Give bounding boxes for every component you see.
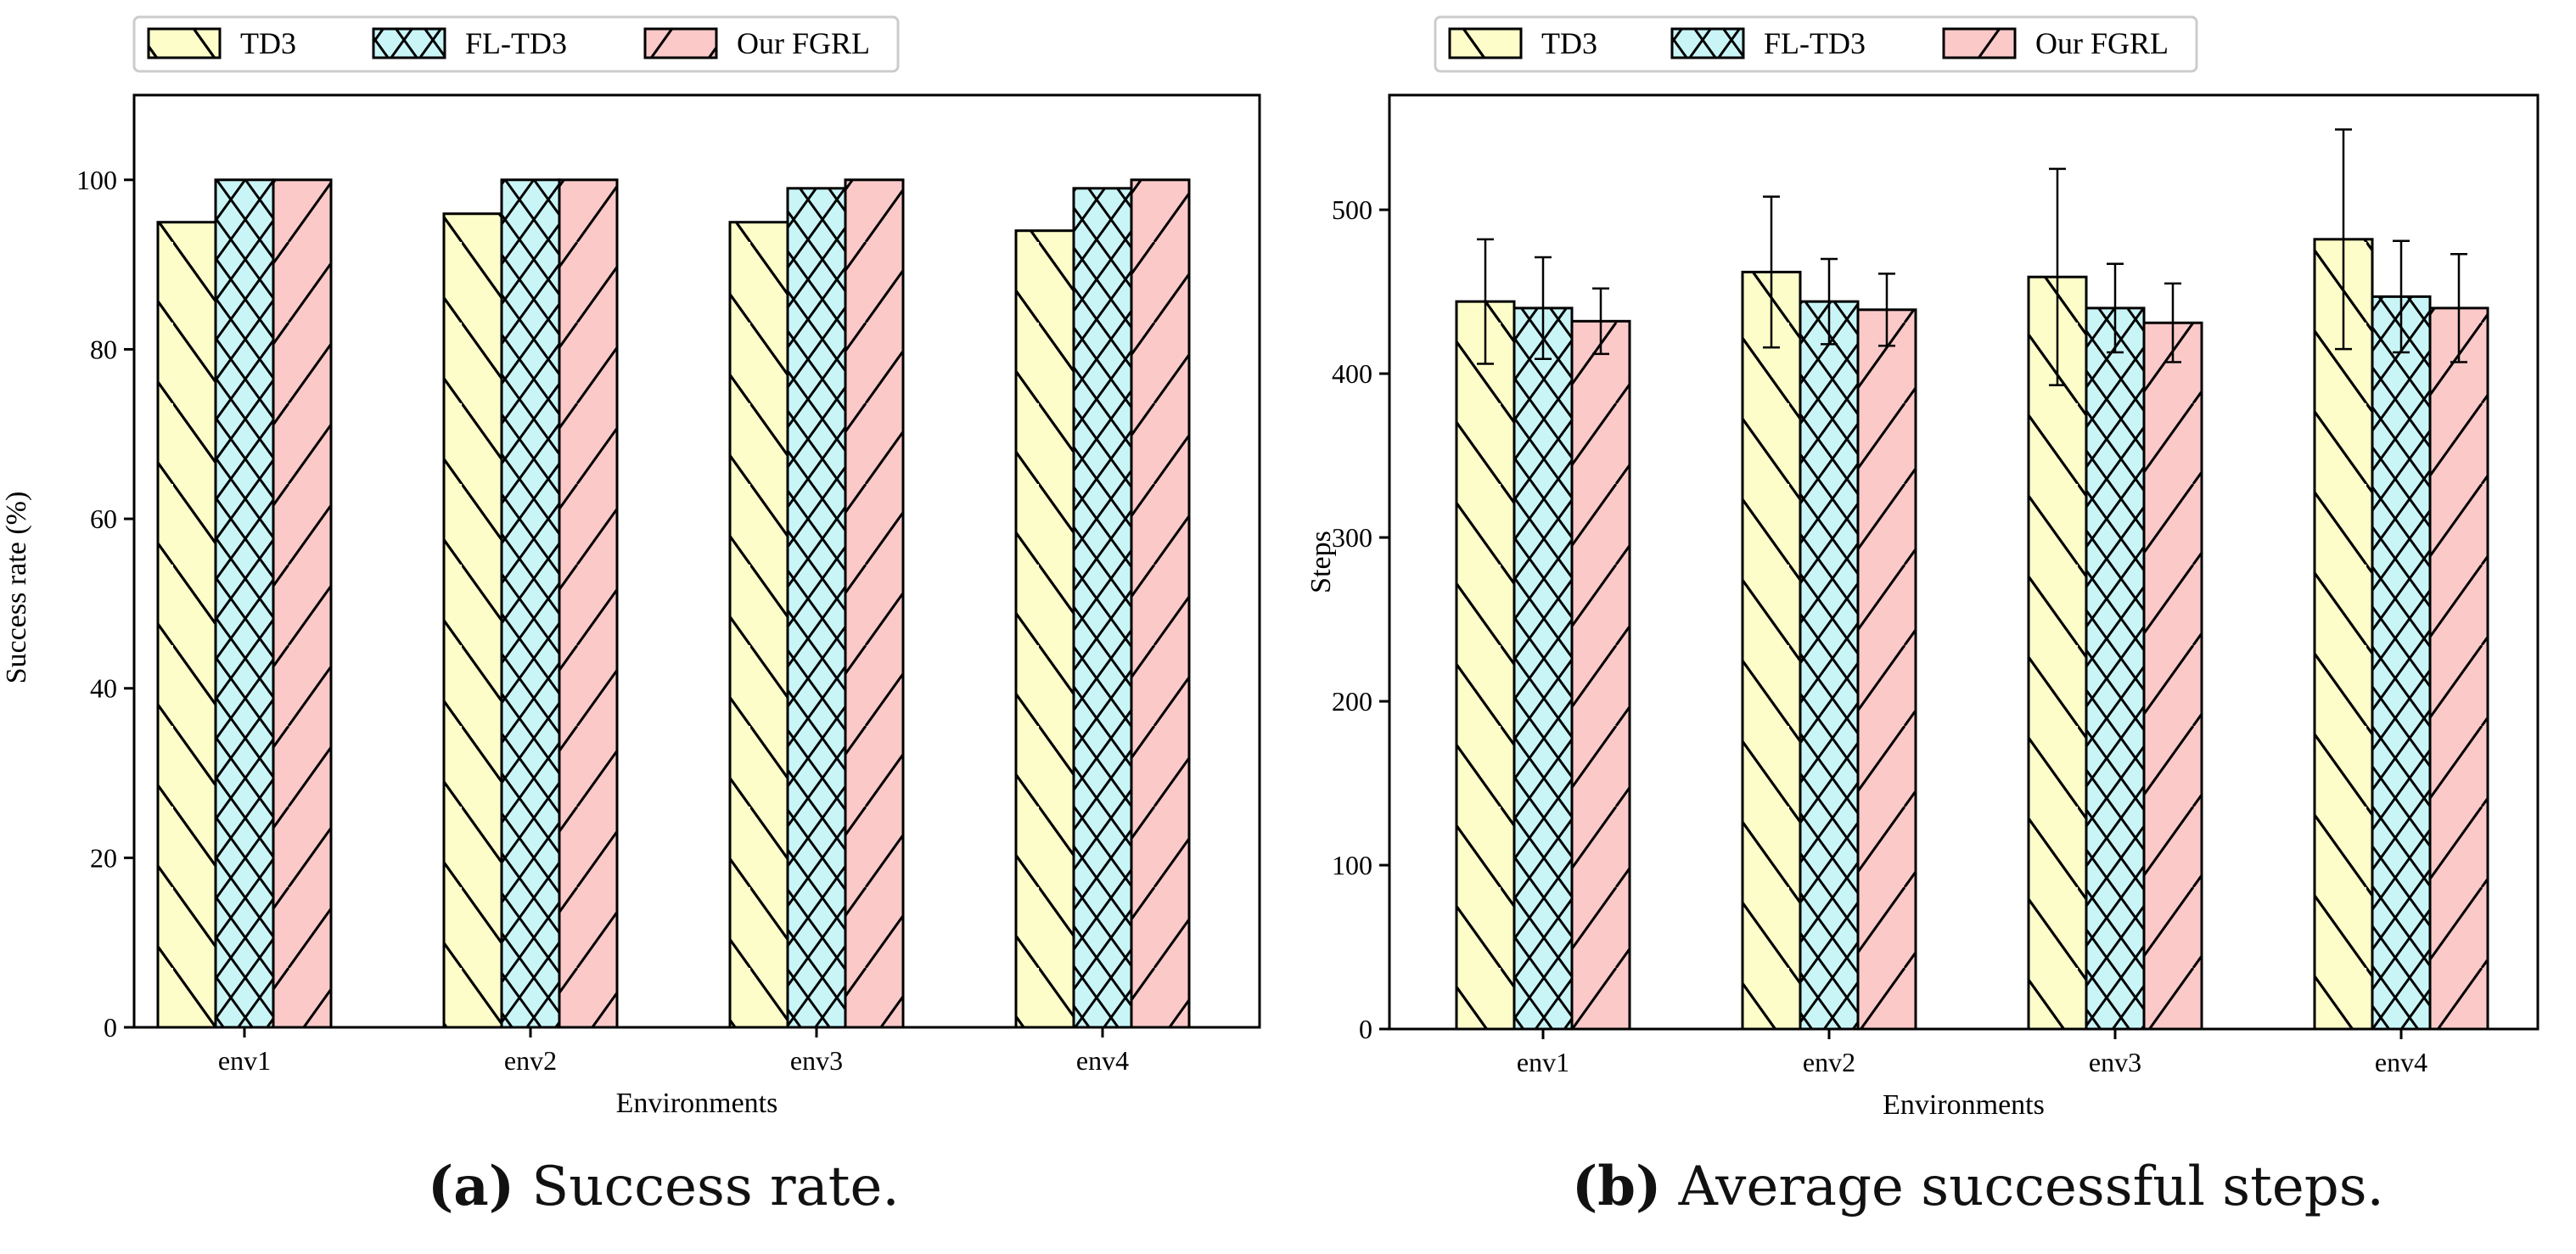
bar-hatch-our-fgrl-env3 xyxy=(844,178,905,1029)
caption-a: (a) Success rate. xyxy=(428,1155,900,1218)
legend-swatch-hatch xyxy=(1942,27,2017,59)
y-tick-label: 20 xyxy=(90,842,117,873)
legend-swatch-hatch xyxy=(147,27,222,59)
x-tick-label-env2: env2 xyxy=(504,1045,557,1076)
bar-hatch-our-fgrl-env3 xyxy=(2142,321,2203,1031)
legend-swatch-hatch xyxy=(643,27,718,59)
y-tick-label: 500 xyxy=(1332,194,1372,225)
plot-frame xyxy=(132,93,1261,1029)
error-bar-our-fgrl-env4 xyxy=(2450,252,2467,363)
plot-frame xyxy=(1388,93,2540,1031)
bar-hatch-td3-env4 xyxy=(1014,229,1075,1029)
error-bar-td3-env3 xyxy=(2049,167,2066,386)
y-tick-label: 400 xyxy=(1332,358,1372,389)
legend: TD3 FL-TD3 Our FGRL xyxy=(1434,15,2198,73)
bar-hatch-td3-env4 xyxy=(2313,238,2374,1031)
legend-swatch-hatch xyxy=(1670,27,1745,59)
y-tick-label: 40 xyxy=(90,673,117,704)
bar-hatch-td3-env3 xyxy=(728,221,789,1029)
x-tick-label-env1: env1 xyxy=(1517,1047,1569,1077)
legend-label-fl-td3: FL-TD3 xyxy=(465,26,567,60)
error-bar-fl-td3-env2 xyxy=(1821,257,1838,346)
y-tick-label: 80 xyxy=(90,334,117,364)
x-tick-label-env1: env1 xyxy=(218,1045,271,1076)
bar-hatch-td3-env2 xyxy=(442,212,503,1029)
y-tick-label: 100 xyxy=(1332,850,1372,880)
y-tick-label: 60 xyxy=(90,503,117,534)
bar-hatch-td3-env1 xyxy=(156,221,217,1029)
x-tick-label-env3: env3 xyxy=(2089,1047,2141,1077)
y-tick-label: 0 xyxy=(104,1012,117,1043)
bar-hatch-td3-env3 xyxy=(2027,275,2088,1031)
bar-hatch-td3-env1 xyxy=(1455,300,1516,1031)
error-bar-td3-env4 xyxy=(2335,128,2352,351)
caption-b: (b) Average successful steps. xyxy=(1572,1155,2384,1218)
legend-label-td3: TD3 xyxy=(1541,26,1597,60)
bar-hatch-our-fgrl-env2 xyxy=(1856,308,1917,1031)
error-bar-our-fgrl-env3 xyxy=(2164,282,2181,363)
bar-hatch-td3-env2 xyxy=(1741,270,1802,1031)
error-bar-td3-env2 xyxy=(1763,195,1780,349)
legend-label-td3: TD3 xyxy=(240,26,296,60)
legend-label-our-fgrl: Our FGRL xyxy=(737,26,870,60)
error-bar-our-fgrl-env1 xyxy=(1592,287,1609,356)
error-bar-fl-td3-env1 xyxy=(1535,256,1552,360)
y-tick-label: 0 xyxy=(1359,1014,1372,1044)
average-steps-chart: 0 100 200 300 400 500 env1 env2 env3 env4 Environm… xyxy=(1305,15,2540,1121)
y-tick-label: 100 xyxy=(76,165,117,195)
y-axis-title: Steps xyxy=(1305,531,1337,593)
legend-label-our-fgrl: Our FGRL xyxy=(2035,26,2169,60)
x-tick-label-env3: env3 xyxy=(790,1045,843,1076)
x-tick-label-env2: env2 xyxy=(1803,1047,1855,1077)
error-bar-td3-env1 xyxy=(1477,238,1494,365)
legend-swatch-hatch xyxy=(372,27,446,59)
legend-swatch-hatch xyxy=(1448,27,1523,59)
y-tick-label: 300 xyxy=(1332,522,1372,553)
x-tick-label-env4: env4 xyxy=(1076,1045,1129,1076)
bar-hatch-fl-td3-env1 xyxy=(1512,306,1574,1031)
x-axis-title: Environments xyxy=(1883,1089,2045,1121)
x-axis-title: Environments xyxy=(616,1088,778,1119)
bar-hatch-our-fgrl-env2 xyxy=(558,178,619,1029)
bar-hatch-fl-td3-env2 xyxy=(500,178,561,1029)
bar-hatch-our-fgrl-env1 xyxy=(272,178,333,1029)
legend-label-fl-td3: FL-TD3 xyxy=(1764,26,1866,60)
caption-b-letter: b xyxy=(1597,1155,1636,1218)
error-bar-fl-td3-env3 xyxy=(2107,262,2124,354)
y-tick-label: 200 xyxy=(1332,686,1372,717)
bar-hatch-fl-td3-env3 xyxy=(2085,306,2146,1031)
bar-hatch-fl-td3-env1 xyxy=(214,178,275,1029)
success-rate-chart: 0 20 40 60 80 100 env1 env2 env3 env4 Environments… xyxy=(1,15,1261,1119)
bar-hatch-fl-td3-env4 xyxy=(2371,295,2432,1031)
bar-hatch-our-fgrl-env4 xyxy=(2428,306,2489,1031)
y-axis-title: Success rate (%) xyxy=(1,492,32,684)
caption-a-letter: a xyxy=(453,1155,489,1218)
bar-hatch-fl-td3-env2 xyxy=(1799,300,1860,1031)
error-bar-our-fgrl-env2 xyxy=(1878,273,1895,347)
legend: TD3 FL-TD3 Our FGRL xyxy=(132,15,900,73)
caption-a-text: Success rate. xyxy=(531,1156,900,1218)
bar-hatch-our-fgrl-env4 xyxy=(1130,178,1191,1029)
error-bar-fl-td3-env4 xyxy=(2393,239,2410,354)
bar-hatch-fl-td3-env3 xyxy=(786,187,847,1029)
bar-hatch-fl-td3-env4 xyxy=(1072,187,1133,1029)
x-tick-label-env4: env4 xyxy=(2375,1047,2427,1077)
bar-hatch-our-fgrl-env1 xyxy=(1570,319,1631,1031)
caption-b-text: Average successful steps. xyxy=(1678,1156,2384,1218)
